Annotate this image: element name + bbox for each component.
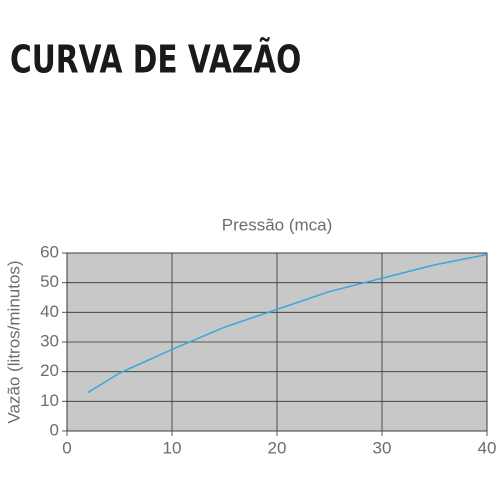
chart-title: CURVA DE VAZÃO <box>10 37 301 83</box>
y-tick-label: 50 <box>40 272 59 291</box>
x-tick-label: 10 <box>163 438 182 457</box>
x-tick-label: 0 <box>62 438 71 457</box>
x-tick-label: 30 <box>373 438 392 457</box>
x-tick-label: 20 <box>268 438 287 457</box>
y-tick-label: 20 <box>40 361 59 380</box>
y-tick-label: 0 <box>50 420 59 439</box>
x-axis-label: Pressão (mca) <box>222 215 333 234</box>
x-tick-label: 40 <box>478 438 497 457</box>
y-axis-label: Vazão (litros/minutos) <box>4 260 23 423</box>
y-tick-label: 40 <box>40 302 59 321</box>
y-tick-label: 10 <box>40 391 59 410</box>
y-tick-label: 30 <box>40 331 59 350</box>
y-tick-label: 60 <box>40 242 59 261</box>
data-line <box>87 253 488 394</box>
